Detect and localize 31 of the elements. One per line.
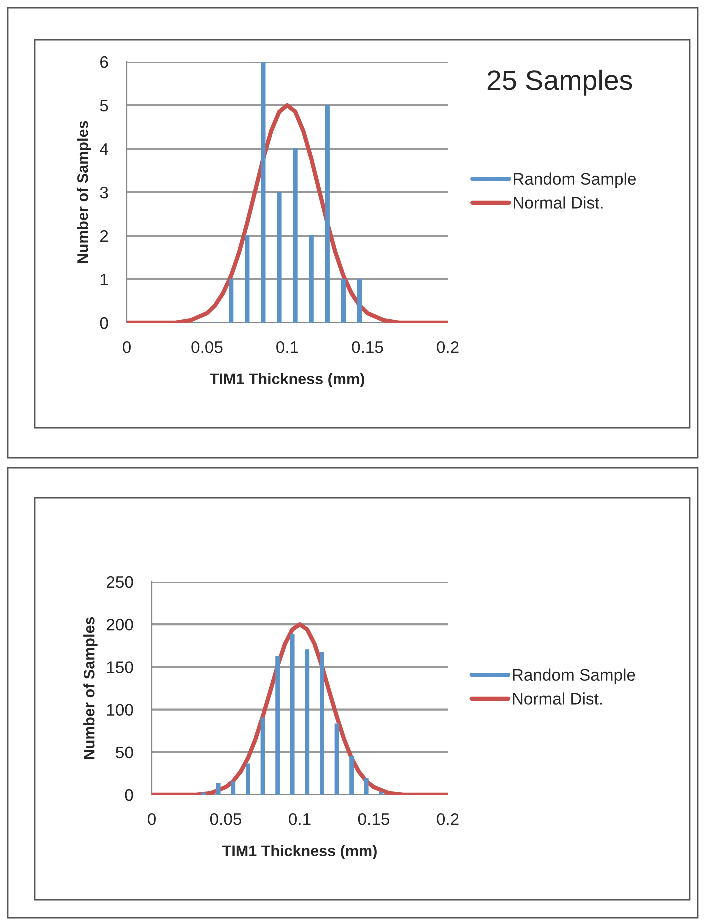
legend-label: Random Sample xyxy=(513,668,636,684)
text: 25 Samples xyxy=(488,70,632,96)
x-tick-label: 0.05 xyxy=(210,813,242,826)
x-tick-label: 0.1 xyxy=(289,813,311,826)
y-tick-label: 3 xyxy=(100,186,108,199)
y-tick-label: 100 xyxy=(107,704,134,716)
x-tick-label: 0.2 xyxy=(437,813,459,826)
y-tick-label: 250 xyxy=(106,576,134,588)
y-tick-label: 0 xyxy=(125,789,134,802)
legend-label: Random Sample xyxy=(514,172,636,188)
x-tick-label: 0.1 xyxy=(276,341,298,354)
y-tick-label: 150 xyxy=(107,662,134,674)
y-axis-title: Number of Samples xyxy=(77,121,92,264)
y-tick-label: 6 xyxy=(100,56,108,68)
x-axis-title: TIM1 Thickness (mm) xyxy=(222,845,377,860)
y-tick-label: 1 xyxy=(100,274,108,286)
x-tick-label: 0 xyxy=(148,813,156,826)
x-axis-title: TIM1 Thickness (mm) xyxy=(210,373,364,388)
x-tick-label: 0.15 xyxy=(352,341,384,354)
legend-label: Normal Dist. xyxy=(513,692,602,705)
x-tick-label: 0.2 xyxy=(437,341,459,354)
legend-label: Normal Dist. xyxy=(514,196,603,209)
y-tick-label: 2 xyxy=(100,230,108,242)
y-tick-label: 50 xyxy=(116,746,134,759)
y-tick-label: 200 xyxy=(106,619,134,631)
y-tick-label: 5 xyxy=(100,100,108,112)
x-tick-label: 0.05 xyxy=(192,341,223,354)
x-tick-label: 0.15 xyxy=(358,813,390,826)
y-axis-title: Number of Samples xyxy=(84,617,98,760)
y-tick-label: 0 xyxy=(100,317,108,330)
y-tick-label: 4 xyxy=(100,144,108,156)
